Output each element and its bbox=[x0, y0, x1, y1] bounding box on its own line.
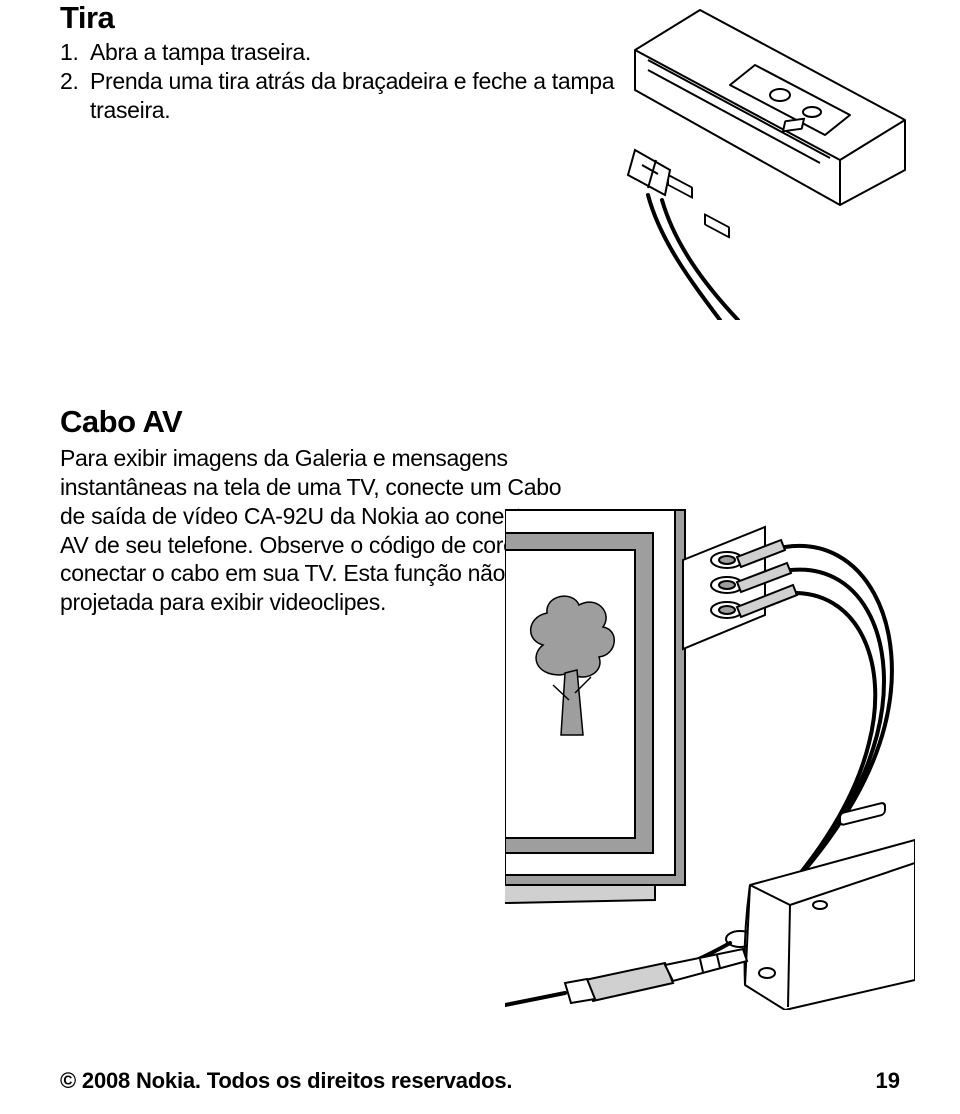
list-item: 1. Abra a tampa traseira. bbox=[60, 38, 620, 67]
list-tira: 1. Abra a tampa traseira. 2. Prenda uma … bbox=[60, 38, 620, 124]
footer-copyright: © 2008 Nokia. Todos os direitos reservad… bbox=[60, 1068, 512, 1094]
list-number: 2. bbox=[60, 67, 90, 125]
illustration-phone-strap bbox=[580, 0, 910, 320]
section-cabo-av: Cabo AV Para exibir imagens da Galeria e… bbox=[60, 404, 570, 617]
list-text: Abra a tampa traseira. bbox=[90, 38, 620, 67]
list-item: 2. Prenda uma tira atrás da braçadeira e… bbox=[60, 67, 620, 125]
heading-cabo-av: Cabo AV bbox=[60, 404, 570, 440]
illustration-tv-av-cable bbox=[505, 505, 915, 1010]
list-text: Prenda uma tira atrás da braçadeira e fe… bbox=[90, 67, 620, 125]
paragraph-cabo-av: Para exibir imagens da Galeria e mensage… bbox=[60, 444, 570, 617]
section-tira: Tira 1. Abra a tampa traseira. 2. Prenda… bbox=[60, 0, 620, 124]
list-number: 1. bbox=[60, 38, 90, 67]
page-footer: © 2008 Nokia. Todos os direitos reservad… bbox=[60, 1068, 900, 1094]
heading-tira: Tira bbox=[60, 0, 620, 36]
footer-page-number: 19 bbox=[876, 1068, 900, 1094]
